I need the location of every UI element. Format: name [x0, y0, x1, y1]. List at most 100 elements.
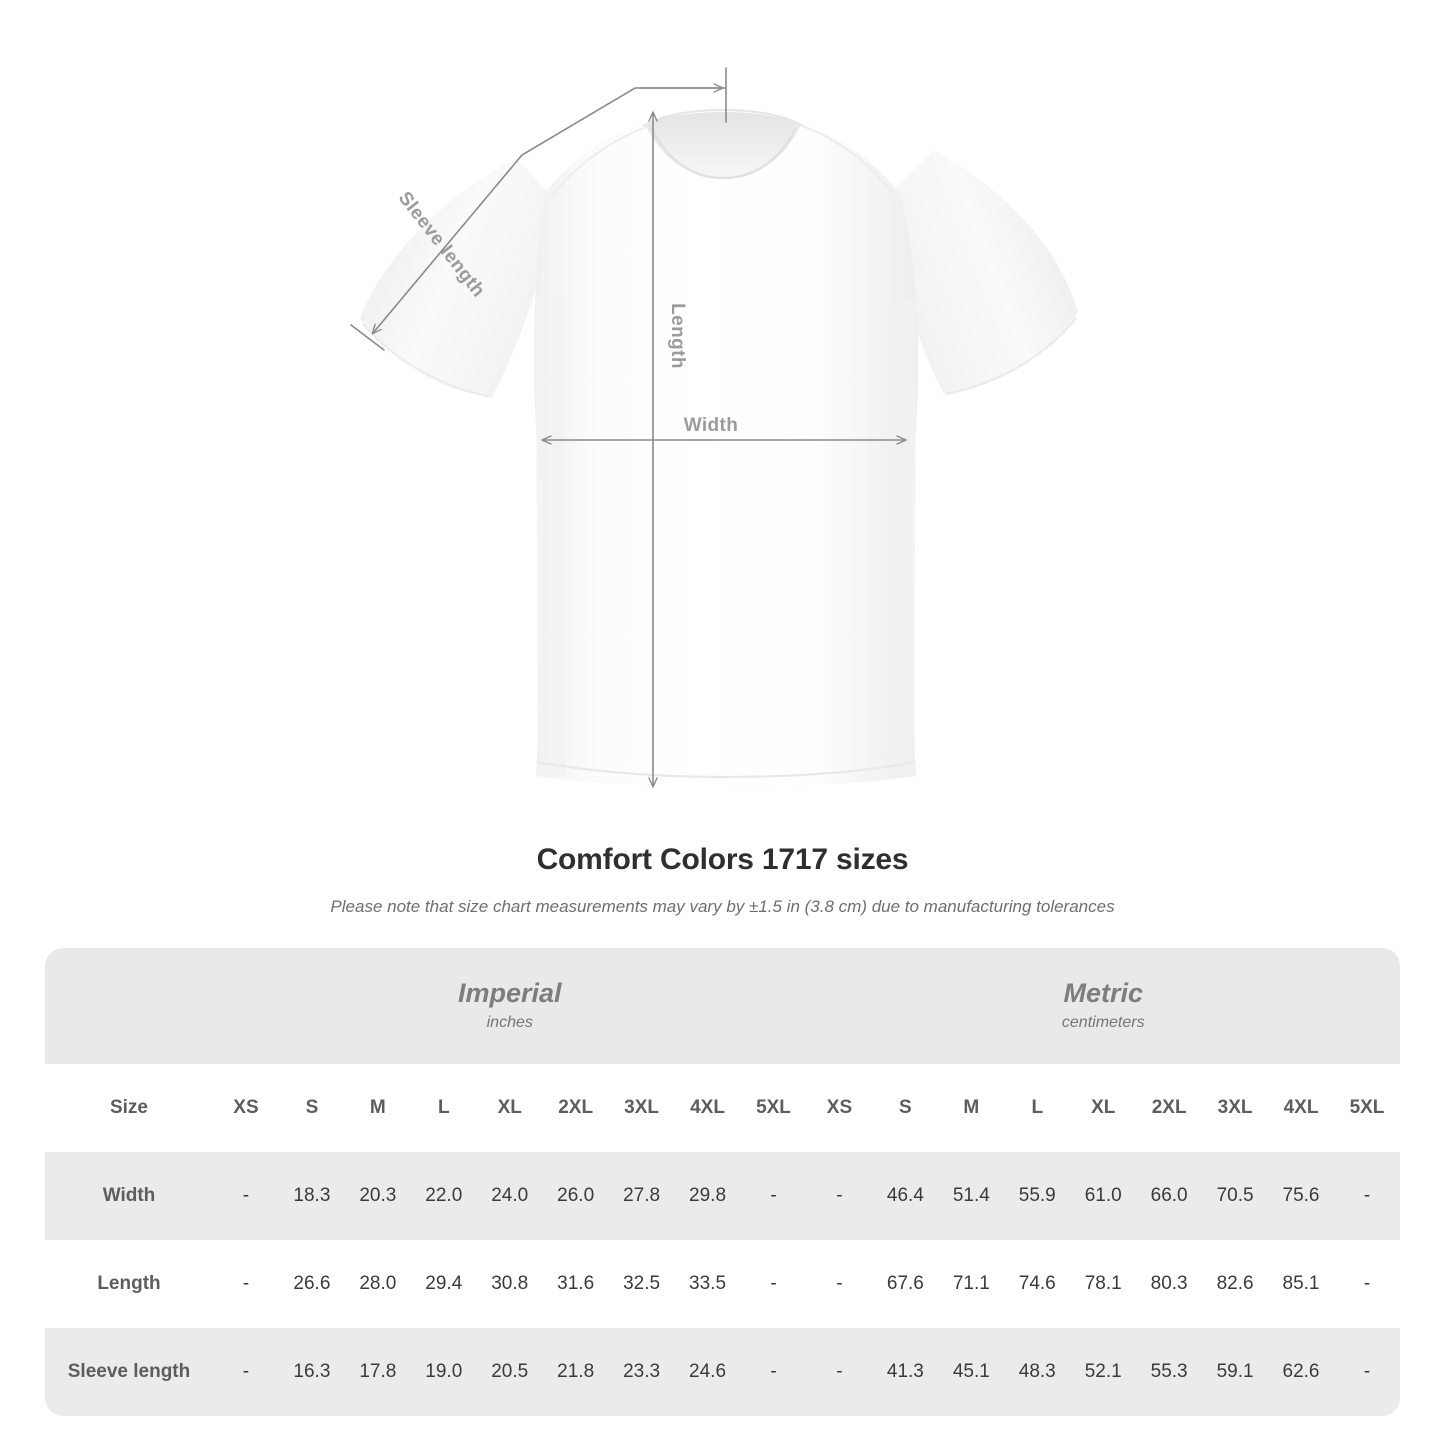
cell-length-metric-2xl: 80.3 [1136, 1240, 1203, 1328]
size-header-imperial-3xl: 3XL [608, 1064, 675, 1152]
cell-width-imperial-xs: - [213, 1152, 279, 1240]
tolerance-note: Please note that size chart measurements… [330, 897, 1115, 916]
shirt-diagram: Sleeve length Length Width [350, 67, 1078, 788]
cell-length-metric-xl: 78.1 [1070, 1240, 1137, 1328]
unit-subtitle: centimeters [1061, 1014, 1145, 1031]
size-header-metric-xl: XL [1070, 1064, 1137, 1152]
size-header-metric-4xl: 4XL [1268, 1064, 1334, 1152]
sleeve-hem-left [362, 323, 493, 398]
row-label-width: Width [45, 1152, 213, 1240]
size-header-imperial-4xl: 4XL [674, 1064, 741, 1152]
shirt-diagram-svg: Sleeve length Length Width [350, 67, 1078, 788]
table-row: Length -26.6 28.0 29.4 30.8 31.6 32.5 33.5- -67.… [45, 1240, 1400, 1328]
cell-sleeve-length-metric-l: 48.3 [1004, 1328, 1071, 1416]
cell-width-imperial-2xl: 26.0 [542, 1152, 609, 1240]
cell-length-metric-5xl: - [1333, 1240, 1400, 1328]
cell-sleeve-length-metric-4xl: 62.6 [1268, 1328, 1334, 1416]
size-header-metric-m: M [938, 1064, 1005, 1152]
cell-sleeve-length-metric-2xl: 55.3 [1136, 1328, 1203, 1416]
sleeve-length-end-tick [350, 324, 385, 351]
cell-length-imperial-xs: - [213, 1240, 279, 1328]
table-row: Width -18.3 20.3 22.0 24.0 26.0 27.8 29.8- -46.4… [45, 1152, 1400, 1240]
sleeve-right [890, 150, 1078, 394]
cell-width-imperial-3xl: 27.8 [608, 1152, 675, 1240]
unit-system-band: Imperial inches Metric centimeters [45, 948, 1400, 1064]
cell-length-metric-s: 67.6 [872, 1240, 939, 1328]
sleeve-hem-right [945, 317, 1077, 395]
size-header-imperial-s: S [278, 1064, 345, 1152]
size-header-imperial-xl: XL [476, 1064, 543, 1152]
unit-name: Metric [1063, 978, 1143, 1008]
cell-sleeve-length-imperial-s: 16.3 [278, 1328, 345, 1416]
cell-sleeve-length-metric-5xl: - [1333, 1328, 1400, 1416]
cell-width-metric-xs: - [806, 1152, 873, 1240]
body-shadow-left [536, 300, 566, 777]
size-header-imperial-2xl: 2XL [542, 1064, 609, 1152]
shoulder-seam-left [551, 126, 647, 197]
row-label-length: Length [45, 1240, 213, 1328]
cell-sleeve-length-metric-xs: - [806, 1328, 873, 1416]
cell-sleeve-length-imperial-xl: 20.5 [476, 1328, 543, 1416]
size-chart-table-container: Imperial inches Metric centimeters Size XS S M L… [45, 948, 1400, 1416]
cell-length-metric-m: 71.1 [938, 1240, 1005, 1328]
size-header-imperial-l: L [410, 1064, 477, 1152]
unit-subtitle: inches [486, 1014, 533, 1031]
cell-length-imperial-xl: 30.8 [476, 1240, 543, 1328]
size-header-metric-5xl: 5XL [1333, 1064, 1400, 1152]
unit-band-spacer [45, 948, 213, 1064]
body-shadow-right [886, 300, 916, 777]
cell-width-metric-5xl: - [1333, 1152, 1400, 1240]
size-header-metric-3xl: 3XL [1202, 1064, 1269, 1152]
width-label: Width [684, 415, 739, 436]
size-header-metric-l: L [1004, 1064, 1071, 1152]
unit-header-imperial: Imperial inches [213, 948, 807, 1064]
cell-length-imperial-4xl: 33.5 [674, 1240, 741, 1328]
cell-width-imperial-5xl: - [740, 1152, 807, 1240]
cell-length-imperial-2xl: 31.6 [542, 1240, 609, 1328]
cell-width-metric-2xl: 66.0 [1136, 1152, 1203, 1240]
cell-sleeve-length-imperial-l: 19.0 [410, 1328, 477, 1416]
cell-width-imperial-xl: 24.0 [476, 1152, 543, 1240]
size-header-row: Size XS S M L XL 2XL 3XL 4XL 5XL XS S M L XL 2XL 3XL 4XL 5… [45, 1064, 1400, 1152]
cell-length-imperial-l: 29.4 [410, 1240, 477, 1328]
cell-sleeve-length-metric-3xl: 59.1 [1202, 1328, 1269, 1416]
row-label-sleeve-length: Sleeve length [45, 1328, 213, 1416]
collar [645, 112, 801, 178]
cell-width-metric-m: 51.4 [938, 1152, 1005, 1240]
length-label: Length [667, 303, 688, 369]
cell-sleeve-length-imperial-5xl: - [740, 1328, 807, 1416]
size-chart-table: Imperial inches Metric centimeters Size XS S M L… [45, 948, 1400, 1416]
cell-sleeve-length-imperial-3xl: 23.3 [608, 1328, 675, 1416]
cell-width-metric-3xl: 70.5 [1202, 1152, 1269, 1240]
table-row: Sleeve length - 16.3 17.8 19.0 20.5 21.8 23.3 24… [45, 1328, 1400, 1416]
shoulder-seam-right [801, 125, 894, 195]
cell-width-metric-xl: 61.0 [1070, 1152, 1137, 1240]
tshirt-illustration [360, 108, 1078, 788]
cell-length-imperial-s: 26.6 [278, 1240, 345, 1328]
cell-sleeve-length-imperial-2xl: 21.8 [542, 1328, 609, 1416]
size-header-metric-xs: XS [806, 1064, 873, 1152]
cell-width-imperial-s: 18.3 [278, 1152, 345, 1240]
collar-top-line [642, 108, 804, 127]
cell-length-imperial-3xl: 32.5 [608, 1240, 675, 1328]
unit-header-metric: Metric centimeters [806, 948, 1400, 1064]
cell-length-imperial-5xl: - [740, 1240, 807, 1328]
cell-sleeve-length-metric-xl: 52.1 [1070, 1328, 1137, 1416]
size-header-metric-2xl: 2XL [1136, 1064, 1203, 1152]
cell-width-imperial-4xl: 29.8 [674, 1152, 741, 1240]
size-header-imperial-m: M [344, 1064, 411, 1152]
hem-line [536, 760, 916, 779]
cell-width-imperial-l: 22.0 [410, 1152, 477, 1240]
column-header-size: Size [45, 1064, 213, 1152]
cell-width-imperial-m: 20.3 [344, 1152, 411, 1240]
page-title: Comfort Colors 1717 sizes [536, 843, 909, 876]
cell-sleeve-length-imperial-m: 17.8 [344, 1328, 411, 1416]
dimension-annotations [350, 67, 907, 788]
cell-length-metric-l: 74.6 [1004, 1240, 1071, 1328]
cell-width-metric-4xl: 75.6 [1268, 1152, 1334, 1240]
shirt-body [534, 113, 918, 788]
cell-sleeve-length-imperial-4xl: 24.6 [674, 1328, 741, 1416]
size-header-imperial-xs: XS [213, 1064, 279, 1152]
unit-name: Imperial [457, 978, 562, 1008]
cell-length-metric-xs: - [806, 1240, 873, 1328]
